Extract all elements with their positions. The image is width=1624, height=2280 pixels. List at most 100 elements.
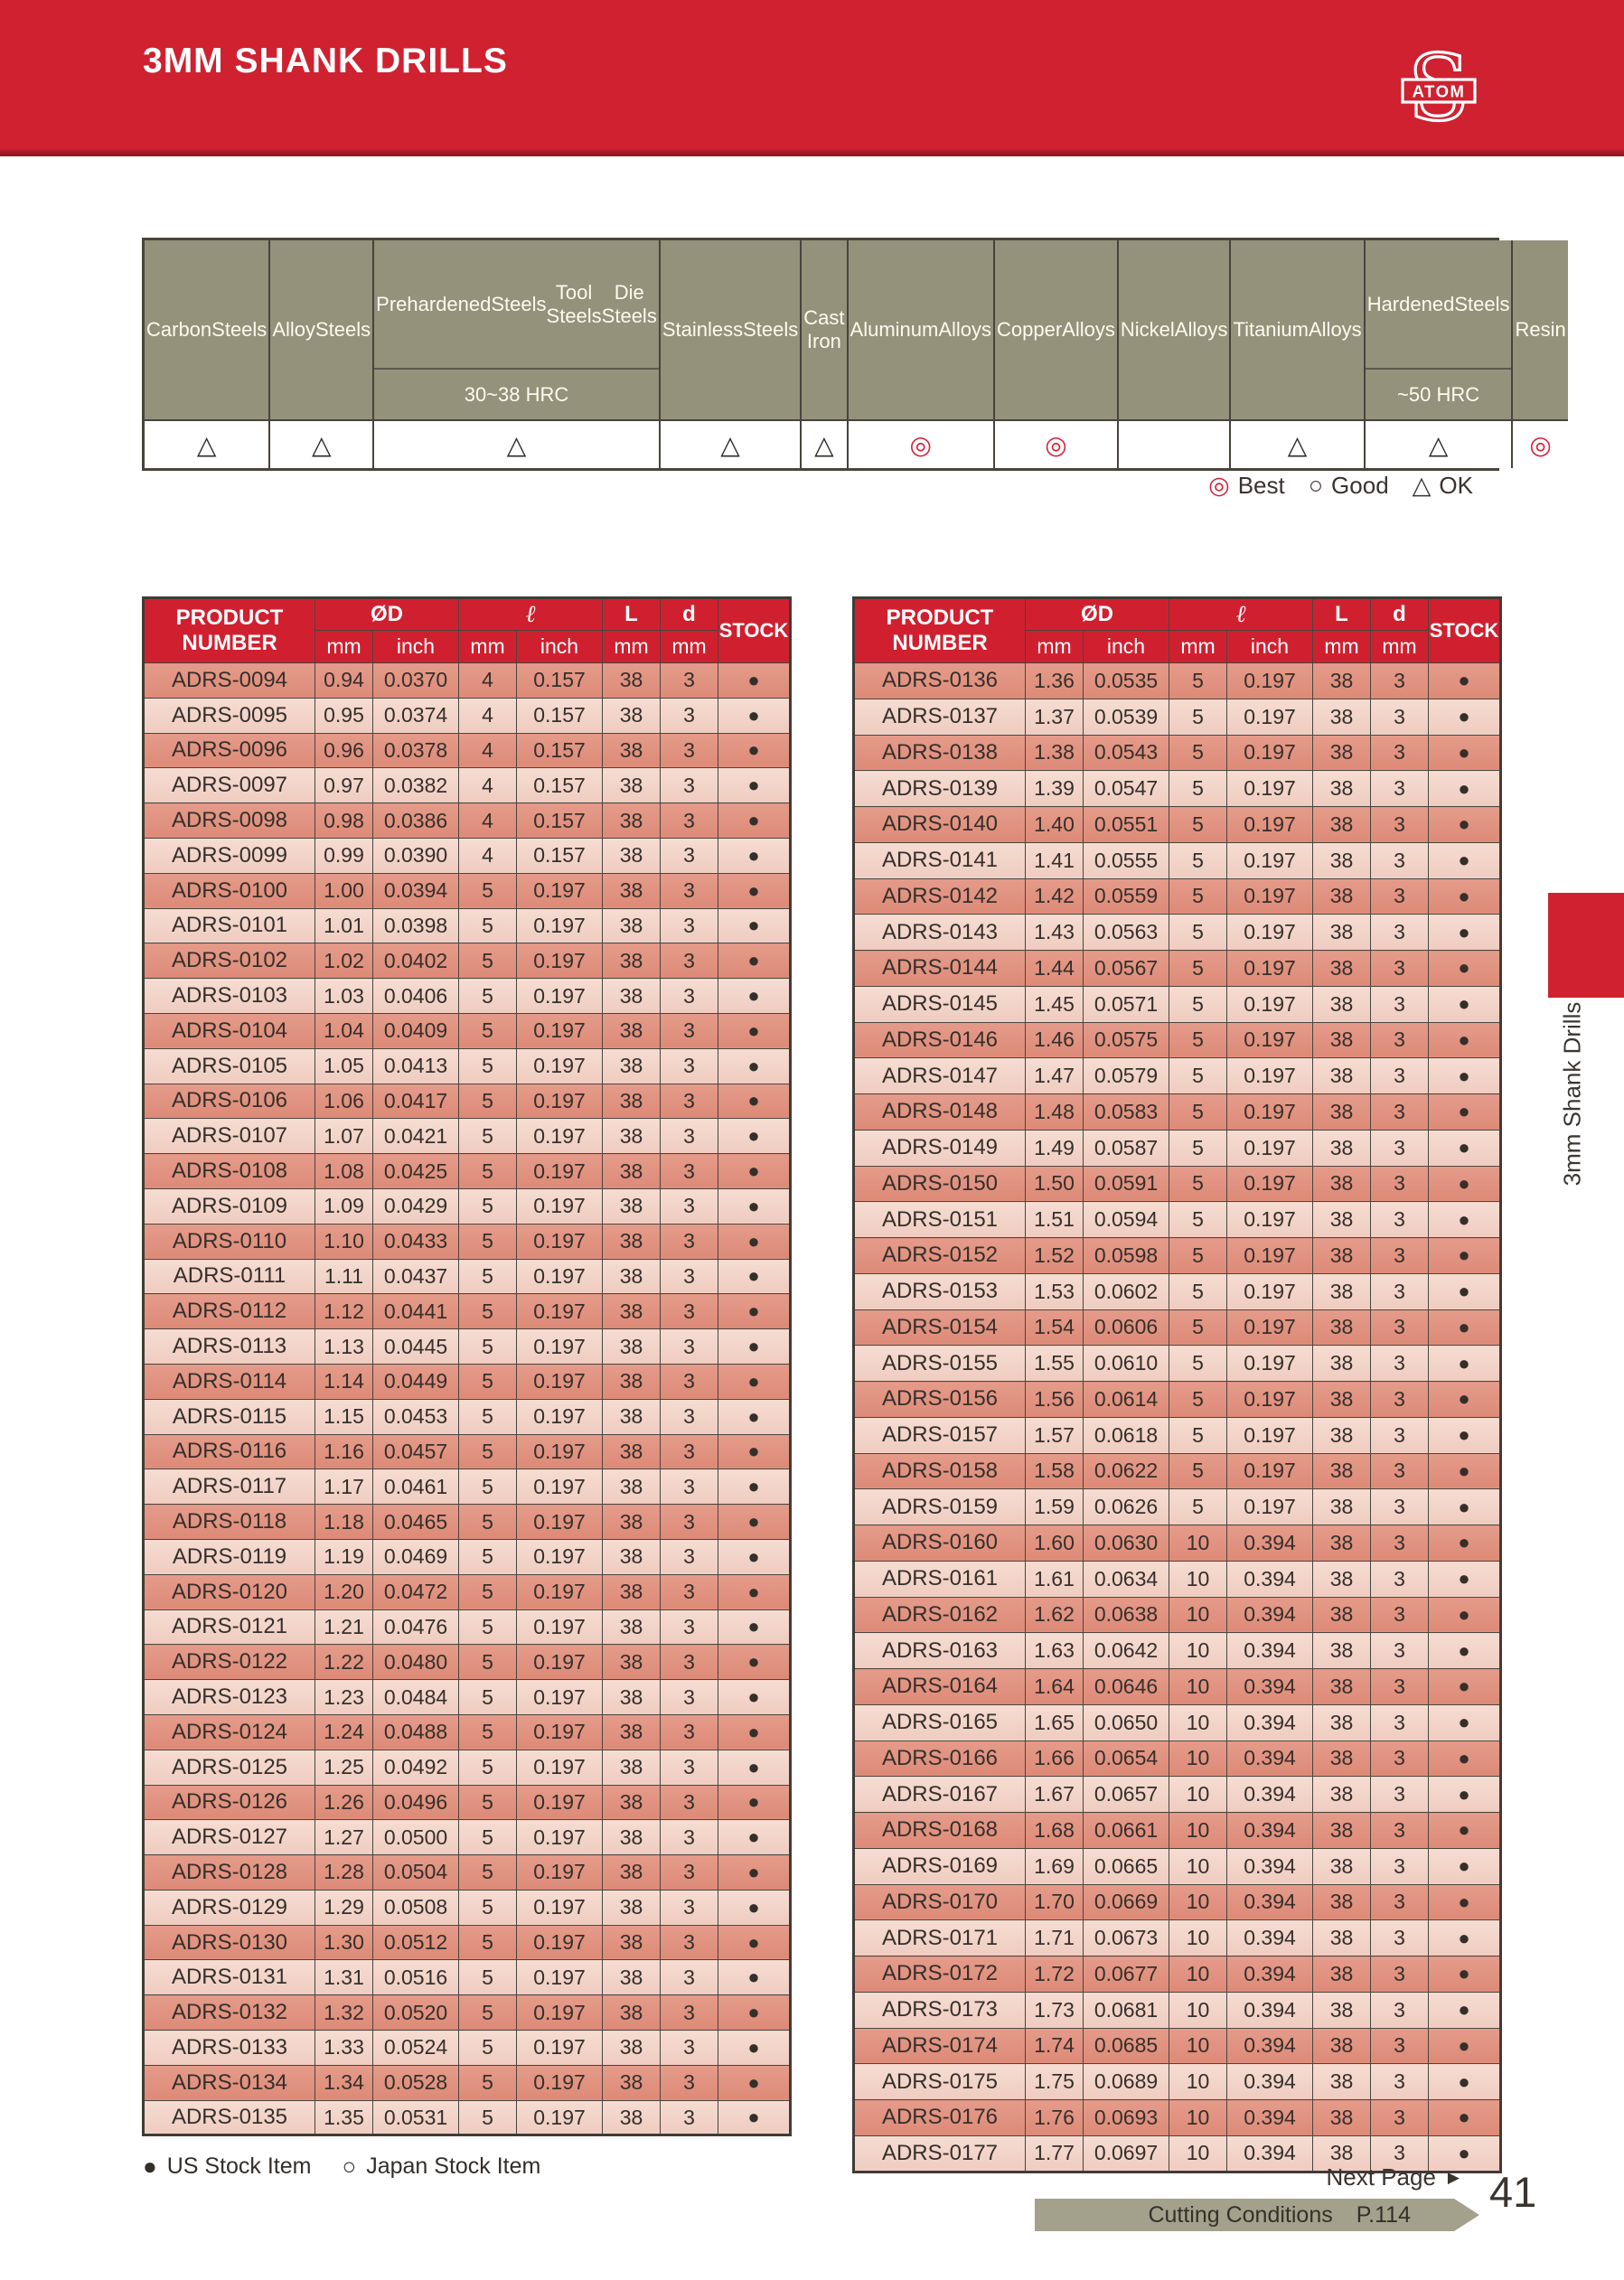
shank-length-mm-cell: 5 [458, 1749, 517, 1786]
od-inch-cell: 0.0642 [1083, 1632, 1169, 1669]
overall-length-mm-cell: 38 [1312, 1452, 1371, 1490]
stock-cell: ● [1428, 2099, 1501, 2136]
shank-length-inch-cell: 0.197 [1226, 1165, 1313, 1203]
od-mm-cell: 1.58 [1025, 1452, 1084, 1490]
product-number-cell: ADRS-0111 [143, 1258, 315, 1295]
stock-cell: ● [718, 872, 791, 909]
shank-length-mm-cell: 5 [1169, 1345, 1227, 1382]
overall-length-mm-cell: 38 [602, 1538, 661, 1575]
table-row: ADRS-0127 1.27 0.0500 5 0.197 38 3 ● [143, 1819, 791, 1856]
shank-length-mm-cell: 5 [458, 1433, 517, 1470]
table-row: ADRS-0130 1.30 0.0512 5 0.197 38 3 ● [143, 1924, 791, 1961]
od-mm-cell: 1.26 [314, 1784, 373, 1821]
od-inch-cell: 0.0661 [1083, 1812, 1169, 1849]
shank-length-mm-cell: 5 [458, 1538, 517, 1575]
overall-length-mm-cell: 38 [602, 1363, 661, 1400]
shank-length-mm-cell: 5 [1169, 770, 1227, 807]
unit-mm: mm [1312, 630, 1371, 663]
overall-length-mm-cell: 38 [1312, 1991, 1371, 2029]
shank-dia-mm-cell: 3 [1370, 914, 1429, 951]
table-row: ADRS-0106 1.06 0.0417 5 0.197 38 3 ● [143, 1083, 791, 1120]
product-number-cell: ADRS-0109 [143, 1187, 315, 1224]
section-tab: 3mm Shank Drills [1536, 994, 1609, 1193]
shank-dia-mm-cell: 3 [1370, 950, 1429, 987]
material-name-cell: Resin [1513, 240, 1568, 421]
shank-length-mm-cell: 5 [1169, 1416, 1227, 1454]
shank-dia-mm-cell: 3 [660, 802, 718, 839]
shank-dia-mm-cell: 3 [1370, 985, 1429, 1023]
shank-length-mm-cell: 10 [1169, 1847, 1227, 1885]
shank-length-mm-cell: 5 [458, 1258, 517, 1295]
material-name-cell: Aluminum Alloys [848, 240, 994, 421]
shank-length-inch-cell: 0.197 [516, 2099, 603, 2136]
product-number-cell: ADRS-0105 [143, 1047, 315, 1084]
stock-cell: ● [1428, 770, 1501, 807]
shank-dia-mm-cell: 3 [660, 1328, 718, 1365]
table-row: ADRS-0137 1.37 0.0539 5 0.197 38 3 ● [853, 698, 1501, 736]
overall-length-mm-cell: 38 [1312, 1309, 1371, 1346]
overall-length-mm-cell: 38 [1312, 1201, 1371, 1238]
od-inch-cell: 0.0634 [1083, 1560, 1169, 1598]
shank-length-inch-cell: 0.197 [516, 1538, 603, 1575]
shank-length-inch-cell: 0.197 [516, 1398, 603, 1435]
next-page-link[interactable]: Next Page ▶ [1327, 2163, 1460, 2191]
shank-length-mm-cell: 5 [1169, 662, 1227, 699]
shank-length-mm-cell: 4 [458, 837, 517, 874]
material-column: Aluminum Alloys ◎ [846, 240, 994, 468]
shank-length-mm-cell: 10 [1169, 1740, 1227, 1778]
overall-length-mm-cell: 38 [602, 1924, 661, 1961]
shank-length-mm-cell: 10 [1169, 2063, 1227, 2100]
shank-dia-mm-cell: 3 [1370, 877, 1429, 915]
cutting-conditions-link[interactable]: Cutting Conditions P.114 [1035, 2199, 1479, 2231]
stock-cell: ● [718, 1854, 791, 1891]
good-symbol-icon: ○ [1308, 472, 1324, 499]
stock-cell: ● [718, 1223, 791, 1260]
unit-mm: mm [1370, 630, 1429, 663]
overall-length-mm-cell: 38 [602, 1258, 661, 1295]
shank-length-inch-cell: 0.197 [516, 1679, 603, 1715]
shank-length-mm-cell: 5 [458, 1012, 517, 1049]
material-column: Stainless Steels △ [658, 240, 801, 468]
shank-length-inch-cell: 0.197 [516, 1959, 603, 1996]
shank-length-mm-cell: 5 [458, 1959, 517, 1996]
table-row: ADRS-0156 1.56 0.0614 5 0.197 38 3 ● [853, 1381, 1501, 1418]
overall-length-mm-cell: 38 [602, 2064, 661, 2101]
stock-cell: ● [718, 1784, 791, 1821]
od-mm-cell: 1.01 [314, 907, 373, 944]
od-mm-cell: 1.28 [314, 1854, 373, 1891]
overall-length-mm-cell: 38 [602, 1959, 661, 1996]
od-inch-cell: 0.0669 [1083, 1883, 1169, 1921]
shank-length-mm-cell: 10 [1169, 1991, 1227, 2029]
overall-length-mm-cell: 38 [1312, 1488, 1371, 1525]
shank-length-mm-cell: 5 [458, 1083, 517, 1120]
shank-length-mm-cell: 5 [458, 1994, 517, 2031]
od-inch-cell: 0.0445 [372, 1328, 459, 1365]
od-inch-cell: 0.0563 [1083, 914, 1169, 951]
od-inch-cell: 0.0646 [1083, 1668, 1169, 1705]
shank-length-inch-cell: 0.197 [516, 1644, 603, 1681]
overall-length-mm-cell: 38 [602, 1118, 661, 1155]
shank-length-inch-cell: 0.197 [516, 1363, 603, 1400]
od-inch-cell: 0.0508 [372, 1889, 459, 1926]
od-mm-cell: 1.50 [1025, 1165, 1084, 1203]
od-inch-cell: 0.0583 [1083, 1093, 1169, 1131]
shank-length-inch-cell: 0.197 [516, 1083, 603, 1120]
atom-logo: S ATOM [1401, 43, 1477, 137]
shank-length-inch-cell: 0.197 [516, 1223, 603, 1260]
overall-length-mm-cell: 38 [1312, 2099, 1371, 2136]
shank-dia-mm-cell: 3 [1370, 1381, 1429, 1418]
shank-length-inch-cell: 0.197 [516, 2030, 603, 2066]
shank-length-mm-cell: 5 [1169, 1057, 1227, 1094]
overall-length-mm-cell: 38 [1312, 1345, 1371, 1382]
table-row: ADRS-0160 1.60 0.0630 10 0.394 38 3 ● [853, 1525, 1501, 1562]
od-mm-cell: 1.13 [314, 1328, 373, 1365]
col-header-od: ØD [1025, 597, 1169, 631]
shank-length-mm-cell: 5 [458, 1679, 517, 1715]
stock-cell: ● [718, 943, 791, 980]
table-row: ADRS-0126 1.26 0.0496 5 0.197 38 3 ● [143, 1784, 791, 1821]
od-mm-cell: 1.04 [314, 1012, 373, 1049]
od-inch-cell: 0.0602 [1083, 1272, 1169, 1310]
shank-dia-mm-cell: 3 [660, 1363, 718, 1400]
table-row: ADRS-0122 1.22 0.0480 5 0.197 38 3 ● [143, 1644, 791, 1681]
cutting-conditions-label: Cutting Conditions [1148, 2201, 1333, 2228]
